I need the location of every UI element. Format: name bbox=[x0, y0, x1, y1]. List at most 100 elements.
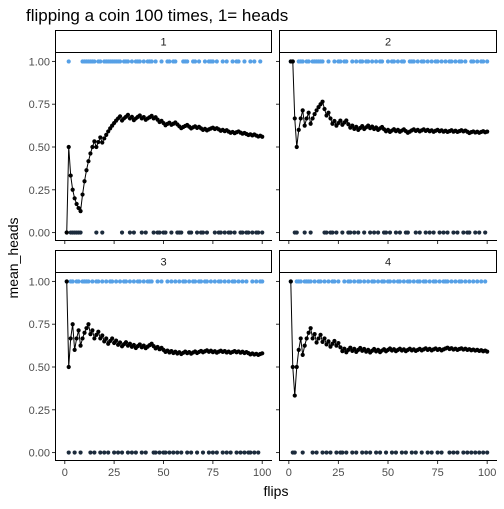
heads-point bbox=[208, 279, 213, 284]
heads-point bbox=[202, 59, 208, 64]
heads-point bbox=[467, 279, 472, 284]
heads-point bbox=[159, 59, 164, 64]
heads-point bbox=[375, 279, 381, 284]
panel-2: 2 bbox=[276, 30, 497, 244]
running-mean-point bbox=[66, 364, 71, 370]
heads-point bbox=[401, 279, 406, 284]
tails-point bbox=[334, 450, 339, 455]
tails-point bbox=[222, 230, 227, 235]
running-mean-point bbox=[332, 338, 337, 344]
heads-point bbox=[366, 59, 371, 64]
x-tick-label: 25 bbox=[108, 467, 120, 479]
running-mean-point bbox=[292, 393, 297, 398]
tails-point bbox=[115, 450, 121, 455]
running-mean-point bbox=[70, 322, 75, 327]
heads-point bbox=[417, 279, 422, 284]
heads-point bbox=[125, 59, 131, 64]
tails-point bbox=[248, 450, 253, 455]
tails-point bbox=[368, 230, 373, 235]
running-mean-point bbox=[310, 116, 315, 121]
tails-point bbox=[171, 450, 176, 455]
heads-point bbox=[98, 59, 103, 64]
running-mean-point bbox=[314, 108, 319, 113]
running-mean-point bbox=[290, 364, 295, 370]
running-mean-point bbox=[318, 332, 323, 337]
heads-point bbox=[391, 279, 397, 284]
running-mean-point bbox=[90, 144, 95, 150]
tails-point bbox=[348, 230, 353, 235]
running-mean-point bbox=[306, 110, 311, 115]
heads-point bbox=[137, 59, 142, 64]
tails-point bbox=[98, 450, 103, 455]
strip-box bbox=[55, 250, 272, 273]
tails-point bbox=[228, 230, 233, 235]
tails-point bbox=[78, 450, 83, 455]
heads-point bbox=[104, 279, 109, 284]
heads-point bbox=[332, 59, 337, 64]
tails-point bbox=[425, 450, 430, 455]
tails-point bbox=[143, 450, 148, 455]
strip-label: 4 bbox=[385, 257, 391, 269]
tails-point bbox=[204, 230, 210, 235]
tails-point bbox=[260, 230, 265, 235]
heads-point bbox=[192, 279, 198, 284]
running-mean-point bbox=[298, 116, 303, 121]
running-mean-point bbox=[80, 192, 85, 197]
tails-point bbox=[179, 230, 184, 235]
tails-point bbox=[429, 450, 434, 455]
running-mean-point bbox=[346, 122, 351, 127]
tails-point bbox=[354, 450, 359, 455]
heads-point bbox=[479, 279, 484, 284]
tails-point bbox=[481, 450, 486, 455]
tails-point bbox=[175, 450, 180, 455]
heads-point bbox=[373, 59, 379, 64]
tails-point bbox=[139, 230, 144, 235]
tails-point bbox=[151, 230, 156, 235]
tails-point bbox=[218, 230, 223, 235]
tails-point bbox=[447, 450, 452, 455]
tails-point bbox=[194, 230, 200, 235]
tails-point bbox=[308, 230, 313, 235]
heads-point bbox=[114, 279, 119, 284]
tails-point bbox=[435, 450, 440, 455]
heads-point bbox=[411, 59, 416, 64]
tails-point bbox=[240, 230, 245, 235]
tails-point bbox=[212, 230, 217, 235]
running-mean-point bbox=[302, 343, 307, 348]
tails-point bbox=[467, 230, 472, 235]
heads-point bbox=[318, 279, 323, 284]
running-mean-point bbox=[78, 209, 83, 214]
heads-point bbox=[220, 59, 225, 64]
panel-3: 3 0.00 0.25 0.50 0.75 1.00 0 25 50 75 100 bbox=[29, 250, 272, 479]
running-mean-point bbox=[298, 336, 303, 341]
tails-point bbox=[189, 450, 194, 455]
tails-point bbox=[127, 230, 133, 235]
running-mean-point bbox=[68, 173, 73, 178]
running-mean-point bbox=[74, 336, 79, 341]
tails-point bbox=[102, 450, 107, 455]
strip-box bbox=[279, 250, 497, 273]
chart-title: flipping a coin 100 times, 1= heads bbox=[26, 6, 288, 25]
running-mean-point bbox=[338, 118, 343, 123]
tails-point bbox=[66, 450, 71, 455]
running-mean-point bbox=[296, 347, 301, 352]
y-tick-label: 0.25 bbox=[29, 405, 50, 417]
x-tick-label: 75 bbox=[207, 467, 219, 479]
tails-point bbox=[300, 450, 305, 455]
heads-point bbox=[342, 279, 347, 284]
running-mean-point bbox=[80, 336, 85, 341]
heads-point bbox=[372, 279, 377, 284]
tails-point bbox=[88, 450, 93, 455]
running-mean-point bbox=[104, 336, 109, 341]
tails-point bbox=[256, 450, 261, 455]
heads-point bbox=[362, 279, 367, 284]
y-axis-label: mean_heads bbox=[5, 218, 21, 299]
heads-point bbox=[196, 59, 202, 64]
heads-point bbox=[338, 59, 343, 64]
running-mean-point bbox=[92, 336, 97, 341]
running-mean-point bbox=[320, 339, 325, 344]
tails-point bbox=[206, 450, 212, 455]
x-tick-label: 50 bbox=[157, 467, 169, 479]
tails-point bbox=[423, 230, 428, 235]
heads-point bbox=[385, 59, 391, 64]
